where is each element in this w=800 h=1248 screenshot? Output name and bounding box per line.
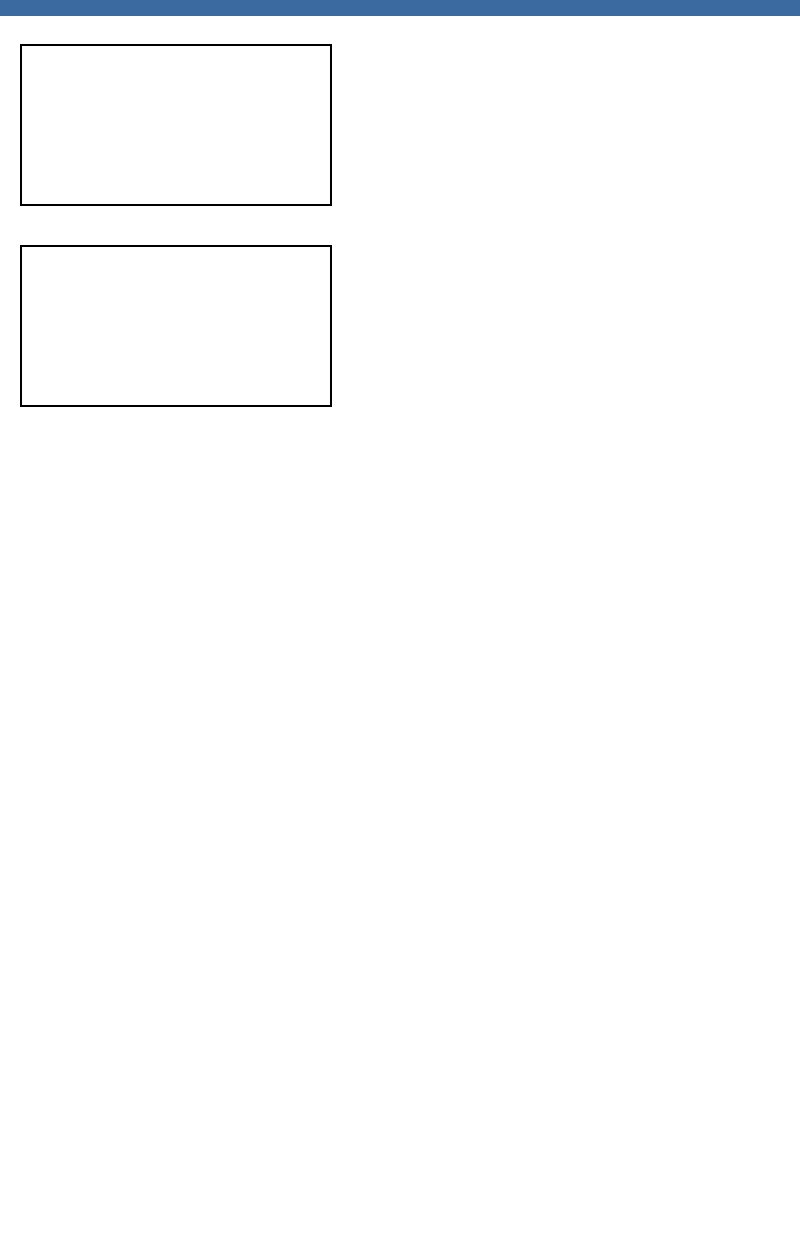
- wiring-diagram-6: [26, 251, 326, 401]
- content-area: [0, 16, 800, 451]
- page-header: [0, 0, 800, 16]
- diagram-6wire: [20, 245, 332, 407]
- diagram-4wire: [20, 44, 332, 206]
- wiring-diagram-4: [26, 50, 326, 200]
